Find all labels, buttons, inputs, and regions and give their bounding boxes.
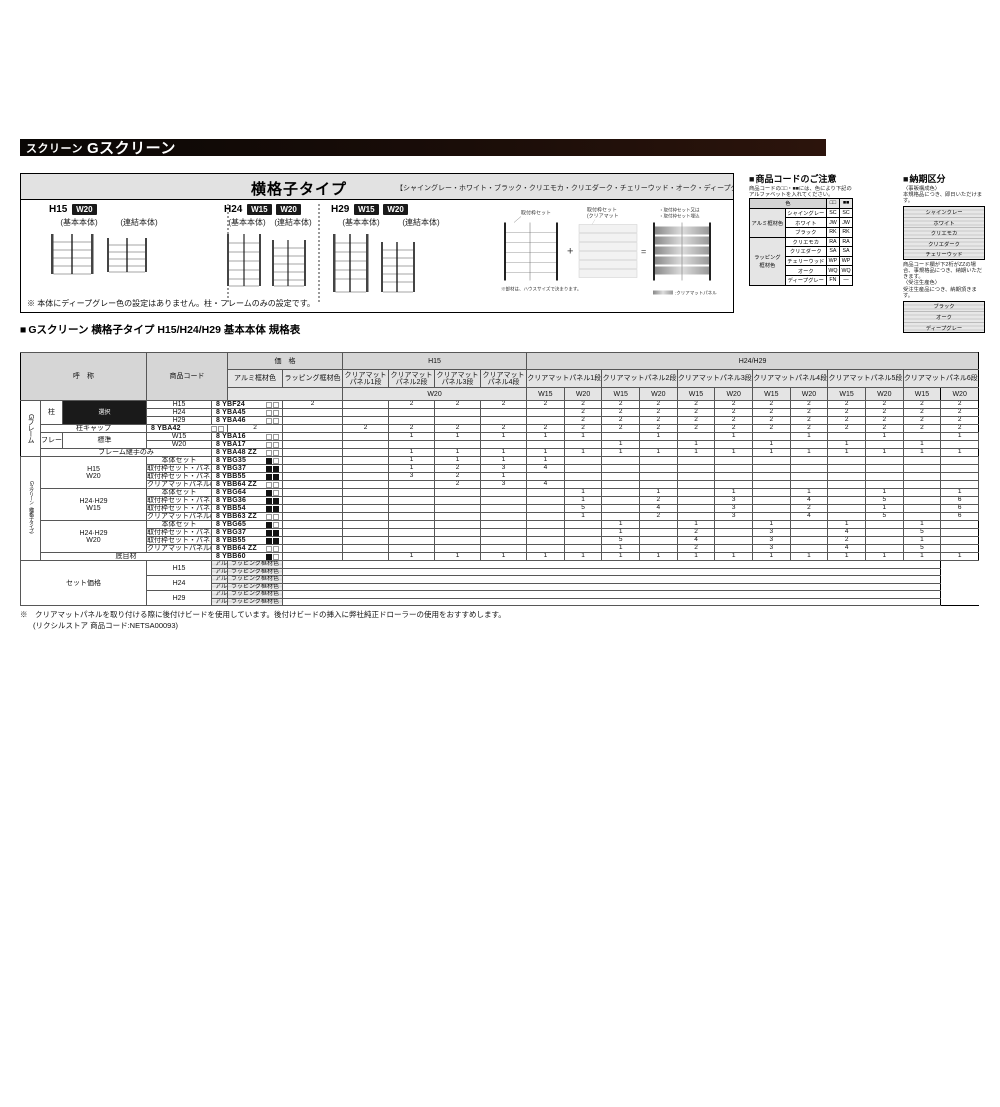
svg-text:取付枠セット: 取付枠セット	[587, 207, 617, 214]
svg-text:+: +	[567, 246, 573, 258]
svg-text:・取付枠セット又は: ・取付枠セット又は	[659, 207, 700, 214]
svg-text:(クリアマット: (クリアマット	[587, 214, 619, 220]
svg-text:=: =	[641, 247, 646, 257]
svg-text:取付枠セット: 取付枠セット	[521, 210, 551, 217]
svg-text::クリアマットパネル: :クリアマットパネル	[675, 291, 717, 297]
svg-text:・取付枠セット埋込: ・取付枠セット埋込	[659, 213, 700, 220]
svg-text:※部材は、ハウスサイズで決まります。: ※部材は、ハウスサイズで決まります。	[501, 286, 581, 293]
